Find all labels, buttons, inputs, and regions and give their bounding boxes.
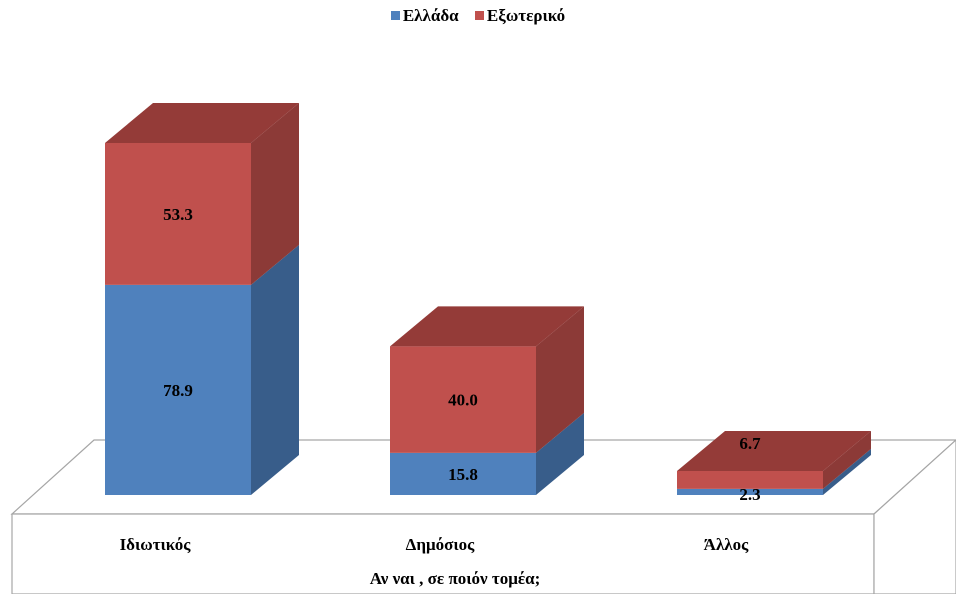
legend-swatch-abroad bbox=[474, 11, 484, 20]
bar-private-abroad-side bbox=[251, 103, 299, 285]
legend: Ελλάδα Εξωτερικό bbox=[0, 6, 956, 26]
bar-public-top bbox=[390, 306, 584, 347]
category-label-other: Άλλος bbox=[704, 535, 749, 554]
data-label-public-greece: 15.8 bbox=[448, 465, 478, 484]
bar-public-greece-front bbox=[390, 452, 536, 495]
bar-other-abroad-front bbox=[677, 471, 823, 489]
floor-front-plane bbox=[11, 513, 875, 594]
category-label-private: Ιδιωτικός bbox=[120, 535, 192, 554]
legend-item-greece: Ελλάδα bbox=[390, 6, 459, 26]
data-label-private-greece: 78.9 bbox=[163, 381, 193, 400]
x-axis-title: Αν ναι , σε ποιόν τομέα; bbox=[370, 569, 541, 588]
bar-other-greece-side bbox=[823, 448, 871, 495]
bar-other-abroad-side bbox=[823, 431, 871, 489]
legend-item-abroad: Εξωτερικό bbox=[474, 6, 566, 26]
bar-other-greece-front bbox=[677, 488, 823, 495]
legend-label-greece: Ελλάδα bbox=[402, 6, 459, 25]
bar-private-top bbox=[105, 103, 299, 143]
data-label-other-abroad: 6.7 bbox=[739, 434, 761, 453]
data-label-other-greece: 2.3 bbox=[739, 485, 760, 504]
bar-public-abroad-side bbox=[536, 306, 584, 453]
labels-group: Ιδιωτικός Δημόσιος Άλλος Αν ναι , σε ποι… bbox=[120, 535, 750, 588]
bars-group: 78.9 53.3 15.8 40.0 2.3 6.7 bbox=[105, 103, 871, 504]
legend-swatch-greece bbox=[390, 11, 400, 20]
bar-private-greece-front bbox=[105, 284, 251, 495]
category-label-public: Δημόσιος bbox=[406, 535, 475, 554]
bar-private-abroad-front bbox=[105, 143, 251, 285]
bar-public-abroad-front bbox=[390, 346, 536, 453]
data-label-public-abroad: 40.0 bbox=[448, 391, 478, 410]
data-label-private-abroad: 53.3 bbox=[163, 205, 193, 224]
bar-public-greece-side bbox=[536, 412, 584, 495]
bar-other-top bbox=[677, 431, 871, 472]
floor-side-plane bbox=[873, 439, 956, 594]
legend-label-abroad: Εξωτερικό bbox=[486, 6, 566, 25]
bar-private-greece-side bbox=[251, 244, 299, 495]
